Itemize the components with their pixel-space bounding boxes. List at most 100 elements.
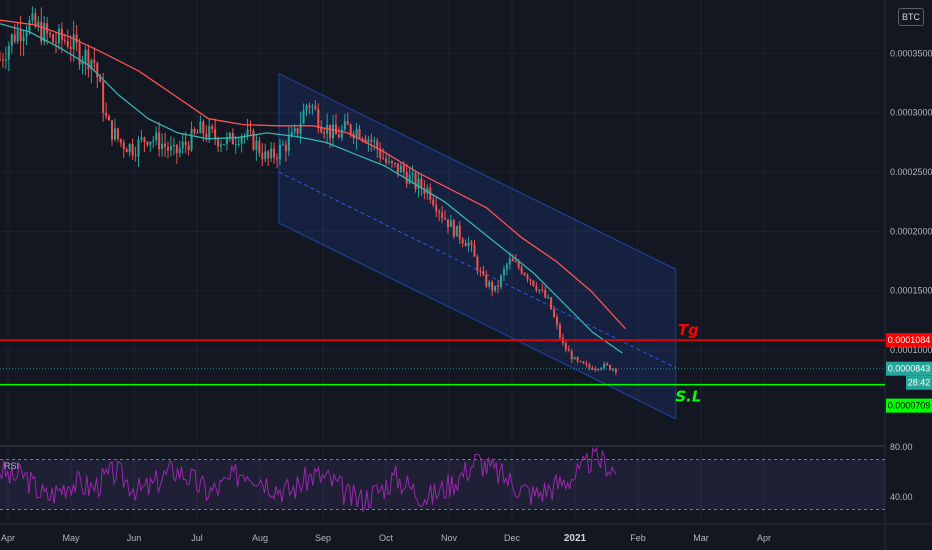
candle-body	[34, 13, 37, 27]
candle-body	[382, 157, 385, 159]
candle-body	[190, 129, 193, 151]
candle-body	[302, 110, 305, 124]
candle-body	[606, 363, 609, 366]
candle-body	[458, 225, 461, 240]
candle-body	[205, 133, 208, 139]
candle-body	[220, 144, 223, 147]
regression-channel[interactable]	[278, 73, 677, 420]
time-tick-label: Oct	[379, 533, 394, 543]
level-price-label: 0.0000709	[888, 401, 931, 411]
candle-body	[278, 144, 281, 160]
candle-body	[296, 128, 299, 134]
candle-body	[155, 132, 158, 141]
candle-body	[532, 280, 535, 286]
candle-body	[514, 261, 517, 263]
candle-body	[140, 137, 143, 140]
level-annotation-sl: S.L	[675, 388, 701, 406]
candle-body	[252, 130, 255, 150]
time-axis[interactable]: Apr May Jun Jul Aug Sep Oct Nov Dec 2021 Feb Mar Apr	[1, 533, 771, 544]
candle-body	[54, 42, 57, 44]
candle-body	[414, 173, 417, 189]
candle-body	[544, 290, 547, 298]
candle-body	[208, 126, 211, 139]
candle-body	[276, 157, 279, 160]
candle-body	[237, 143, 240, 145]
channel-lower-line[interactable]	[278, 222, 677, 420]
candle-body	[149, 141, 152, 145]
candle-body	[311, 106, 314, 108]
moving-average-slow-line	[0, 19, 626, 330]
candle-body	[470, 242, 473, 246]
candle-body	[535, 285, 538, 291]
candle-body	[332, 124, 335, 139]
candle-body	[376, 140, 379, 150]
candle-body	[396, 163, 399, 173]
candle-body	[467, 242, 470, 247]
candle-body	[90, 59, 93, 70]
rsi-pane[interactable]: RSI	[0, 446, 885, 514]
candle-body	[556, 317, 559, 325]
time-tick-label: May	[62, 533, 80, 543]
candle-body	[52, 34, 55, 43]
candle-body	[169, 146, 172, 151]
channel-upper-line[interactable]	[278, 73, 677, 270]
price-tick-label: 0.0002000	[890, 226, 932, 236]
candle-body	[355, 128, 358, 139]
candle-body	[343, 121, 346, 130]
candle-body	[299, 123, 302, 134]
candle-body	[75, 34, 78, 44]
channel-median-line[interactable]	[278, 171, 677, 369]
candle-body	[334, 124, 337, 135]
level-annotation-tg: Tg	[678, 321, 699, 339]
candle-body	[187, 145, 190, 151]
candle-body	[231, 132, 234, 145]
candle-body	[367, 139, 370, 143]
horizontal-levels[interactable]: Tg 0.0001084 S.L 0.0000709 0.0000843 28:42	[0, 321, 932, 413]
currency-badge[interactable]: BTC	[898, 8, 924, 26]
level-price-badge	[886, 333, 932, 348]
candle-body	[122, 142, 125, 150]
candle-body	[491, 281, 494, 291]
candle-body	[417, 178, 420, 189]
candle-body	[379, 149, 382, 158]
candle-body	[582, 361, 585, 364]
candle-body	[0, 59, 1, 61]
candle-body	[270, 148, 273, 159]
candle-body	[166, 147, 169, 151]
candle-body	[99, 77, 102, 82]
candle-body	[323, 132, 326, 134]
candle-body	[105, 112, 108, 117]
candle-body	[479, 271, 482, 273]
candle-body	[84, 49, 87, 62]
candle-body	[181, 141, 184, 149]
candle-body	[66, 40, 69, 47]
candle-body	[113, 128, 116, 140]
candle-body	[337, 134, 340, 138]
price-axis[interactable]: 0.0003500 0.0003000 0.0002500 0.0002000 0.00…	[890, 48, 932, 502]
candle-body	[49, 33, 52, 35]
candle-body	[4, 59, 7, 61]
candle-body	[258, 140, 261, 154]
candle-body	[432, 199, 435, 205]
candle-body	[573, 357, 576, 360]
candle-body	[72, 34, 75, 50]
candle-body	[553, 309, 556, 318]
time-tick-label: Nov	[441, 533, 458, 543]
candle-body	[500, 275, 503, 287]
candle-body	[287, 136, 290, 152]
time-tick-label: 2021	[564, 533, 587, 544]
candle-body	[373, 140, 376, 142]
candle-body	[81, 61, 84, 65]
candle-body	[7, 45, 10, 60]
last-price-label: 0.0000843	[888, 364, 931, 374]
candle-body	[358, 128, 361, 139]
candle-body	[502, 269, 505, 276]
candle-body	[585, 363, 588, 365]
time-tick-label: Sep	[315, 533, 331, 543]
candle-body	[143, 137, 146, 142]
candle-body	[558, 324, 561, 338]
candle-body	[240, 136, 243, 144]
candle-body	[22, 36, 25, 42]
candle-body	[570, 351, 573, 360]
